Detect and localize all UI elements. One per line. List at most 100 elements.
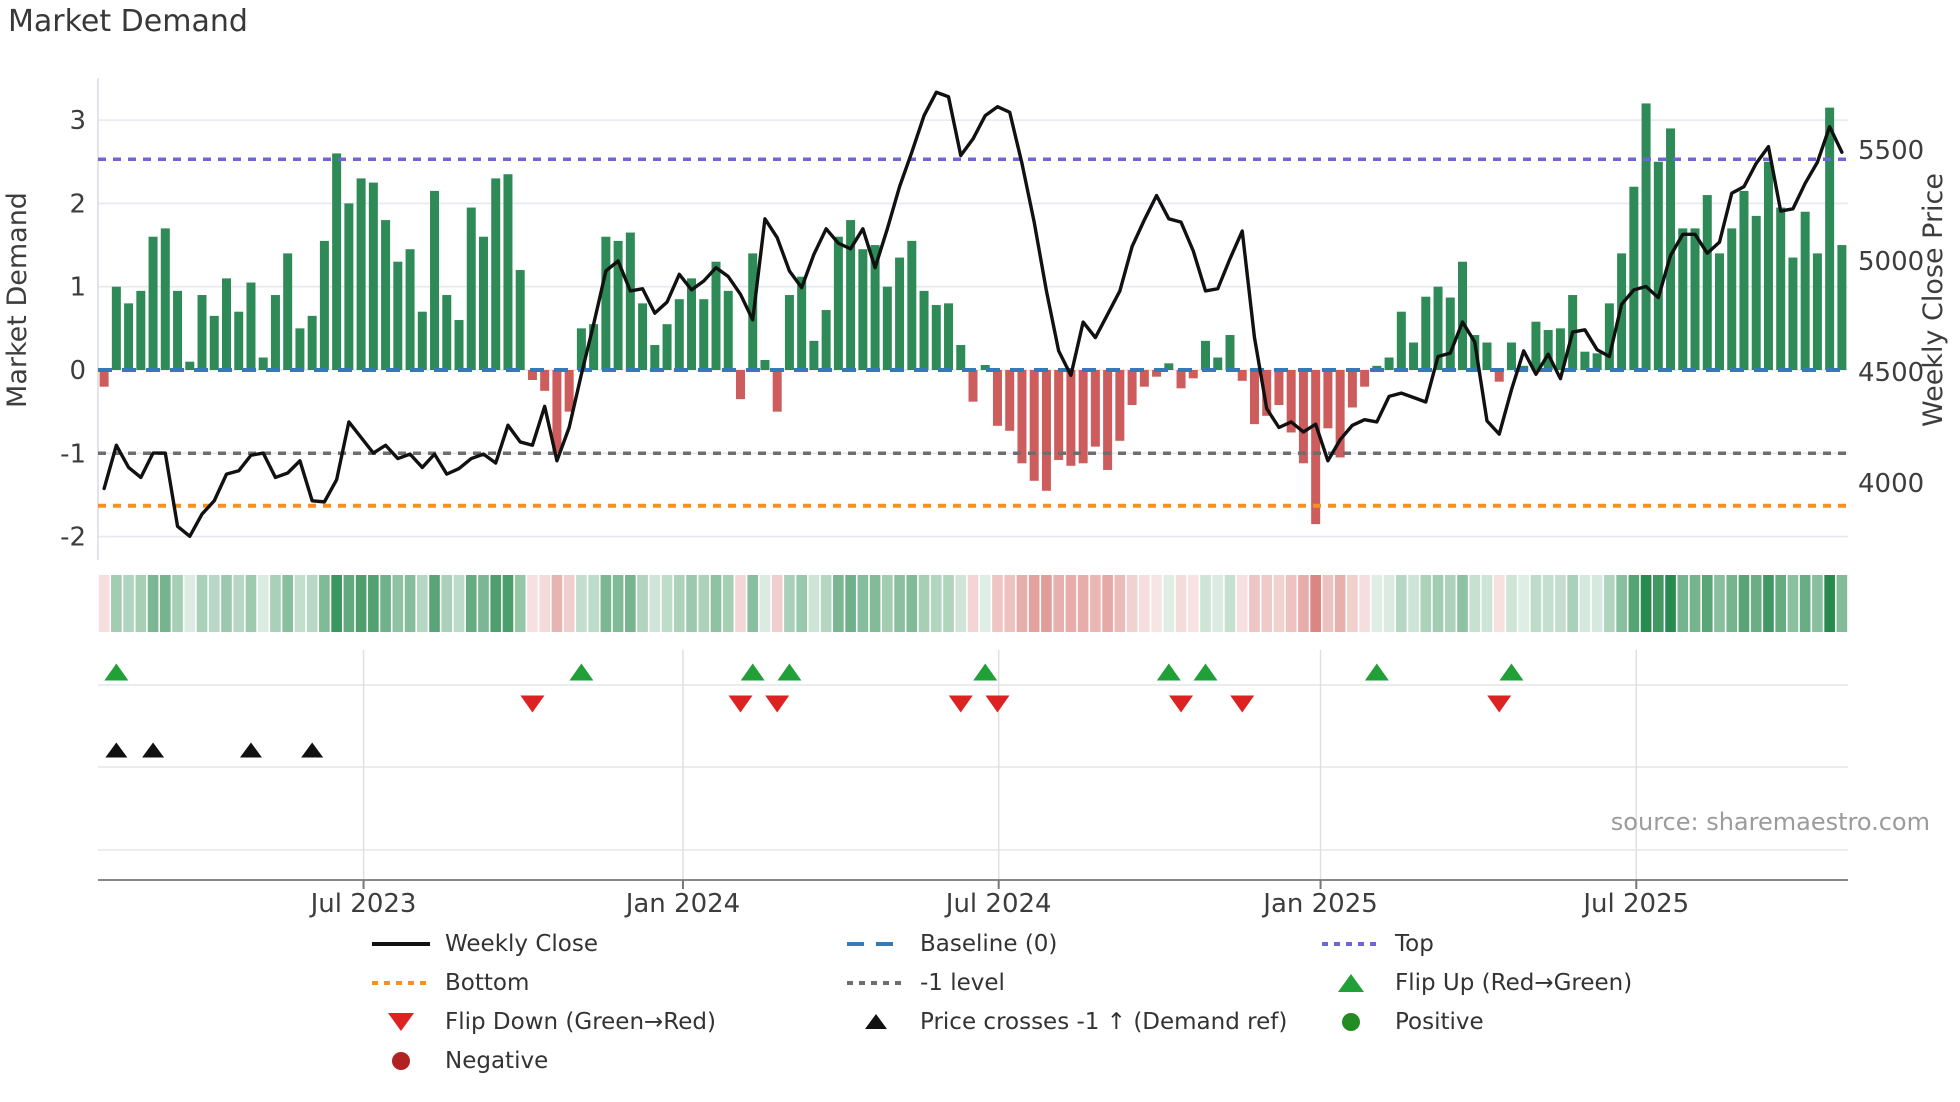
flip-up-marker (104, 663, 129, 681)
heatmap-cell (673, 575, 685, 632)
page-title: Market Demand (8, 4, 248, 39)
flip-down-marker (520, 695, 545, 713)
demand-bar (1237, 370, 1247, 381)
demand-bar (160, 228, 170, 370)
flip-down-marker (1169, 695, 1194, 713)
demand-bar (846, 220, 856, 370)
flip-down-marker (1230, 695, 1255, 713)
heatmap-cell (625, 575, 636, 632)
demand-bar (650, 345, 660, 370)
price-axis-tick-label: 5500 (1858, 136, 1924, 166)
demand-bar (772, 370, 782, 412)
heatmap-cell (906, 575, 918, 632)
heatmap-cell (1665, 575, 1676, 632)
heatmap-cell (1102, 575, 1113, 632)
heatmap-cell (368, 575, 379, 632)
demand-bar (466, 207, 476, 370)
heatmap-cell (1187, 575, 1199, 632)
heatmap-cell (1053, 575, 1064, 632)
demand-bar (1078, 370, 1088, 464)
heatmap-cell (833, 575, 844, 632)
heatmap-cell (392, 575, 404, 632)
heatmap-cell (319, 575, 330, 632)
demand-bar (723, 290, 733, 370)
demand-bar (1800, 211, 1810, 370)
heatmap-cell (1114, 575, 1126, 632)
demand-bar (368, 182, 378, 370)
demand-bar (221, 278, 231, 370)
heatmap-cell (1298, 575, 1309, 632)
y-axis-tick-label: -1 (60, 439, 86, 469)
demand-bar (1335, 370, 1345, 458)
legend-item-top: Top (1322, 924, 1822, 963)
demand-bar (1837, 245, 1847, 370)
heatmap-cell (1542, 575, 1554, 632)
heatmap-cell (563, 575, 575, 632)
demand-bar (735, 370, 745, 400)
demand-bar (1543, 330, 1553, 370)
heatmap-cell (918, 575, 930, 632)
demand-bar (1041, 370, 1051, 491)
demand-bar (381, 220, 391, 370)
demand-bar (1409, 342, 1419, 370)
demand-bar (1311, 370, 1321, 525)
heatmap-cell (1139, 575, 1150, 632)
demand-bar (209, 315, 219, 370)
heatmap-cell (808, 575, 820, 632)
flip-down-marker (985, 695, 1010, 713)
heatmap-cell (551, 575, 563, 632)
demand-bar (1201, 340, 1211, 370)
price-cross-marker (301, 742, 324, 758)
demand-bar (1164, 363, 1174, 370)
flip-down-marker (1487, 695, 1512, 713)
demand-bar (393, 261, 403, 370)
heatmap-cell (1371, 575, 1383, 632)
demand-bar (1825, 107, 1835, 370)
demand-bar (674, 299, 684, 370)
heatmap-cell (245, 575, 257, 632)
heatmap-cell (1518, 575, 1530, 632)
demand-bar (576, 328, 586, 370)
demand-bar (931, 305, 941, 370)
heatmap-cell (221, 575, 232, 632)
heatmap-cell (1236, 575, 1248, 632)
heatmap-cell (1065, 575, 1077, 632)
demand-bar (687, 278, 697, 370)
flip-up-marker (569, 663, 594, 681)
heatmap-cell (111, 575, 122, 632)
legend: Weekly Close Baseline (0) Top Bottom -1 … (372, 924, 1822, 1080)
demand-bar (956, 345, 966, 370)
heatmap-cell (1334, 575, 1346, 632)
demand-bar (1763, 161, 1773, 370)
heatmap-cell (98, 575, 110, 632)
heatmap-cell (331, 575, 342, 632)
negative-circle-icon (392, 1051, 410, 1070)
demand-bar (1751, 215, 1761, 370)
heatmap-cell (1249, 575, 1260, 632)
demand-bar (124, 303, 134, 370)
demand-bar (307, 315, 317, 370)
x-tick-label: Jul 2023 (309, 889, 417, 919)
demand-bar (1054, 370, 1064, 460)
demand-bar (270, 295, 280, 370)
demand-bar (491, 178, 501, 370)
heatmap-cell (1799, 575, 1811, 632)
demand-bar (1249, 370, 1259, 425)
demand-bar (564, 370, 574, 412)
demand-bar (234, 311, 244, 370)
heatmap-cell (1077, 575, 1089, 632)
heatmap-cell (784, 575, 795, 632)
demand-bar (442, 295, 452, 370)
demand-bar (1090, 370, 1100, 447)
flip-down-marker (728, 695, 753, 713)
heatmap-cell (1396, 575, 1407, 632)
heatmap-cell (992, 575, 1003, 632)
demand-bar (1653, 161, 1663, 370)
heatmap-cell (698, 575, 710, 632)
heatmap-cell (1763, 575, 1774, 632)
demand-bar (1690, 228, 1700, 370)
heatmap-cell (184, 575, 196, 632)
heatmap-cell (1322, 575, 1334, 632)
top-dotted-icon (1322, 941, 1380, 946)
